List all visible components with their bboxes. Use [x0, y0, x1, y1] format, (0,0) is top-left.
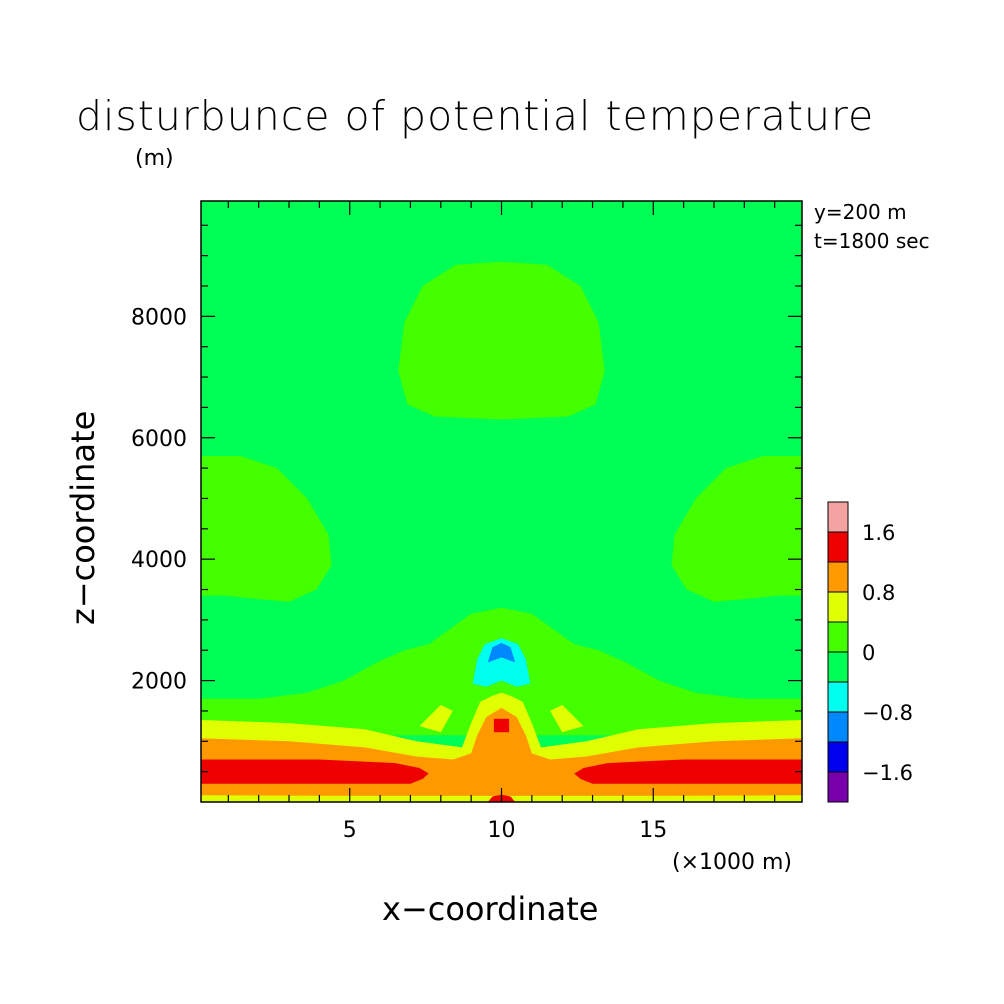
minor-ticks: [201, 201, 802, 802]
colorbar: 1.6 0.8 0 −0.8 −1.6: [827, 501, 913, 803]
y-position-annotation: y=200 m: [814, 200, 907, 224]
y-tick-label: 8000: [131, 305, 187, 330]
bottom-warm-strip-right: [513, 795, 802, 802]
colorbar-bin: [827, 621, 849, 653]
x-tick-label: 15: [639, 818, 667, 843]
left-hot-band: [201, 759, 429, 784]
x-axis-unit: (×1000 m): [672, 850, 793, 875]
colorbar-bin: [827, 651, 849, 683]
x-tick-label: 5: [343, 818, 357, 843]
right-yellow-pocket: [550, 704, 584, 733]
colorbar-tick-label: 0: [862, 641, 875, 665]
x-axis-label: x−coordinate: [382, 890, 599, 928]
left-yellow-pocket: [419, 704, 453, 733]
colorbar-bin: [827, 561, 849, 593]
colorbar-bin: [827, 711, 849, 743]
cold-core: [472, 638, 531, 687]
colorbar-bin: [827, 531, 849, 563]
colorbar-tick-label: 0.8: [862, 581, 895, 605]
time-annotation: t=1800 sec: [814, 229, 930, 253]
axes: 5 10 15 2000 4000 6000 8000: [131, 201, 802, 843]
contour-fills: [201, 201, 802, 802]
y-tick-label: 2000: [131, 670, 187, 695]
colorbar-tick-label: 1.6: [862, 521, 895, 545]
colder-core: [487, 642, 516, 663]
colorbar-bin: [827, 771, 849, 803]
colorbar-bin: [827, 741, 849, 773]
y-tick-label: 4000: [131, 548, 187, 573]
right-hot-band: [574, 759, 802, 784]
colorbar-bin: [827, 591, 849, 623]
colorbar-tick-label: −1.6: [862, 761, 913, 785]
colorbar-tick-label: −0.8: [862, 701, 913, 725]
upper-warm-blob: [398, 261, 605, 420]
warm-core: [493, 718, 510, 733]
colorbar-bin: [827, 681, 849, 713]
right-warm-blob: [671, 456, 802, 602]
colorbar-bin: [827, 501, 849, 533]
y-tick-label: 6000: [131, 427, 187, 452]
left-warm-blob: [201, 456, 332, 602]
chart-title: disturbunce of potential temperature: [76, 92, 875, 140]
y-axis-unit: (m): [135, 146, 174, 171]
bottom-warm-strip-left: [201, 795, 490, 802]
x-tick-label: 10: [488, 818, 516, 843]
